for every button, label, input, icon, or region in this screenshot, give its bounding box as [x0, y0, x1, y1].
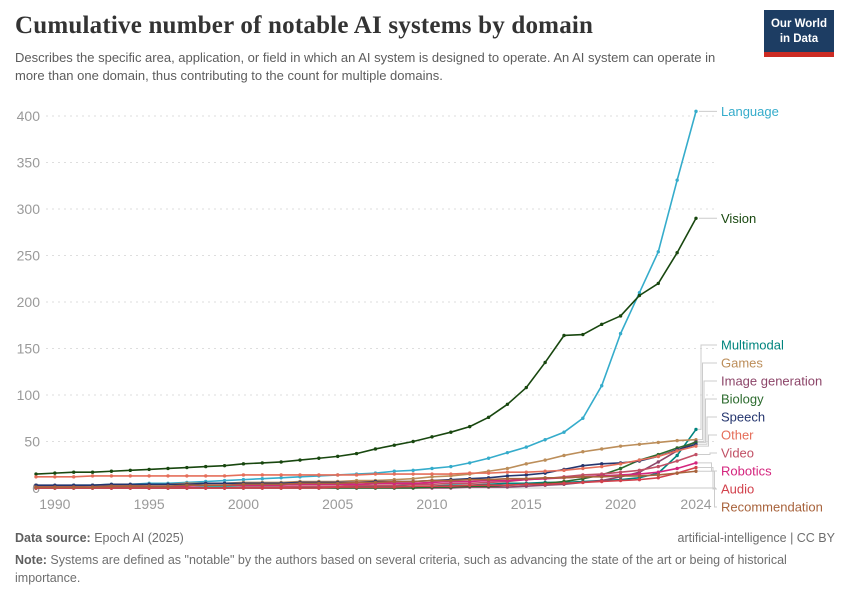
legend-label-robotics[interactable]: Robotics — [721, 464, 772, 479]
x-tick-label: 2010 — [416, 496, 447, 512]
legend-connector-speech — [698, 416, 717, 445]
chart-footer: Data source: Epoch AI (2025) artificial-… — [15, 531, 835, 587]
series-markers-vision — [34, 216, 698, 476]
series-line-language[interactable] — [36, 111, 697, 487]
note-label: Note: — [15, 553, 47, 567]
x-tick-label: 2015 — [511, 496, 542, 512]
chart-note: Note: Systems are defined as "notable" b… — [15, 551, 835, 587]
x-tick-label: 2000 — [228, 496, 259, 512]
legend-label-multimodal[interactable]: Multimodal — [721, 338, 784, 353]
owid-logo-line1: Our World — [770, 18, 827, 30]
owid-logo: Our World in Data — [763, 10, 834, 57]
legend-label-vision[interactable]: Vision — [721, 211, 756, 226]
legend-connector-multimodal — [698, 344, 717, 430]
data-source-value: Epoch AI (2025) — [90, 531, 184, 545]
legend-label-biology[interactable]: Biology — [721, 392, 764, 407]
y-tick-label: 300 — [17, 201, 41, 217]
series-markers-recommendation — [34, 469, 698, 489]
x-tick-label: 1995 — [134, 496, 165, 512]
series-line-vision[interactable] — [35, 217, 697, 475]
y-tick-label: 150 — [17, 341, 41, 357]
legend-connector-games — [698, 362, 717, 441]
x-tick-label: 2005 — [322, 496, 353, 512]
x-tick-label: 2020 — [605, 496, 636, 512]
legend-label-other[interactable]: Other — [721, 428, 754, 443]
y-tick-label: 100 — [17, 387, 41, 403]
legend-connector-other — [698, 434, 717, 447]
x-tick-label: 2024 — [680, 496, 711, 512]
legend-label-audio[interactable]: Audio — [721, 482, 754, 497]
series-line-other[interactable] — [36, 445, 697, 478]
series-line-multimodal[interactable] — [36, 428, 697, 489]
y-tick-label: 350 — [17, 155, 41, 171]
data-source-label: Data source: — [15, 531, 91, 545]
series-line-games[interactable] — [36, 438, 697, 487]
legend-label-speech[interactable]: Speech — [721, 410, 765, 425]
license-text: artificial-intelligence | CC BY — [677, 531, 835, 545]
legend-label-video[interactable]: Video — [721, 446, 754, 461]
page-title: Cumulative number of notable AI systems … — [15, 12, 594, 39]
legend-connector-video — [698, 452, 717, 456]
legend-label-image-generation[interactable]: Image generation — [721, 374, 822, 389]
series-line-recommendation[interactable] — [36, 470, 697, 488]
legend-label-language[interactable]: Language — [721, 104, 779, 119]
legend-connector-recommendation — [698, 470, 717, 508]
y-tick-label: 200 — [17, 294, 41, 310]
page-subtitle: Describes the specific area, application… — [15, 50, 716, 84]
data-source: Data source: Epoch AI (2025) — [15, 531, 184, 545]
legend-connector-image-generation — [698, 380, 717, 442]
owid-logo-line2: in Data — [779, 32, 819, 45]
note-value: Systems are defined as "notable" by the … — [15, 553, 787, 586]
x-tick-label: 1990 — [39, 496, 70, 512]
legend-label-recommendation[interactable]: Recommendation — [721, 500, 823, 515]
y-tick-label: 400 — [17, 108, 41, 124]
series-markers-language — [34, 109, 698, 488]
legend-label-games[interactable]: Games — [721, 356, 763, 371]
y-tick-label: 50 — [24, 434, 40, 450]
chart-header: Cumulative number of notable AI systems … — [15, 12, 750, 86]
legend-connector-biology — [698, 398, 717, 443]
legend-connector-robotics — [698, 462, 717, 472]
series-markers-other — [34, 444, 698, 479]
series-line-audio[interactable] — [36, 466, 697, 489]
y-tick-label: 250 — [17, 248, 41, 264]
